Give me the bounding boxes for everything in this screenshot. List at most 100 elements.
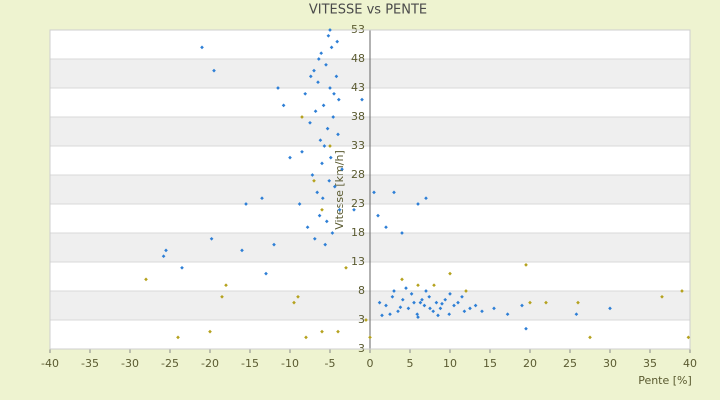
scatter-point: [272, 242, 276, 247]
x-tick-label: 5: [407, 357, 414, 370]
scatter-point: [460, 294, 464, 299]
y-tick-label: 23: [351, 197, 365, 210]
scatter-point: [327, 178, 332, 183]
scatter-point: [384, 225, 388, 230]
scatter-point: [398, 305, 403, 310]
scatter-point: [335, 39, 340, 44]
scatter-point: [524, 326, 528, 331]
scatter-point: [260, 196, 264, 201]
scatter-point: [392, 289, 396, 293]
scatter-point: [448, 292, 452, 296]
x-tick-label: 35: [643, 357, 657, 370]
scatter-point: [420, 297, 424, 302]
scatter-point: [392, 190, 396, 195]
scatter-point: [432, 283, 436, 288]
scatter-point: [244, 202, 248, 206]
scatter-point: [447, 312, 452, 317]
scatter-point: [520, 303, 524, 308]
scatter-point: [473, 303, 478, 308]
y-tick-label: 18: [351, 226, 365, 239]
x-tick-label: 15: [483, 357, 497, 370]
scatter-point: [209, 236, 214, 241]
scatter-point: [588, 335, 592, 340]
scatter-point: [328, 155, 333, 160]
scatter-point: [318, 138, 323, 143]
scatter-point: [328, 144, 332, 148]
scatter-point: [312, 178, 316, 183]
scatter-point: [308, 120, 312, 125]
scatter-point: [292, 300, 296, 305]
scatter-point: [464, 289, 468, 293]
x-tick-label: -35: [81, 357, 99, 370]
scatter-point: [180, 265, 184, 270]
scatter-point: [334, 74, 339, 79]
scatter-point: [164, 248, 168, 253]
y-tick-label: 38: [351, 110, 365, 123]
scatter-point: [404, 286, 408, 290]
scatter-point: [400, 277, 404, 282]
scatter-point: [323, 242, 328, 247]
scatter-point: [332, 91, 336, 96]
y-tick-label: 28: [351, 168, 365, 181]
x-tick-label: -5: [325, 357, 336, 370]
scatter-point: [321, 103, 326, 108]
scatter-point: [288, 155, 292, 160]
scatter-point: [305, 225, 310, 230]
scatter-point: [317, 213, 322, 218]
scatter-point: [372, 190, 376, 195]
scatter-point: [303, 91, 308, 96]
scatter-point: [436, 313, 440, 318]
scatter-point: [297, 202, 302, 206]
scatter-point: [400, 231, 404, 235]
scatter-point: [324, 62, 328, 67]
scatter-point: [320, 329, 324, 334]
scatter-point: [431, 309, 436, 314]
scatter-point: [468, 306, 472, 311]
y-tick-label: 13: [351, 255, 365, 268]
scatter-point: [424, 196, 428, 201]
y-tick-label: 8: [358, 284, 365, 297]
scatter-point: [208, 329, 212, 334]
scatter-point: [396, 309, 400, 314]
scatter-point: [313, 109, 318, 114]
scatter-point: [390, 294, 395, 299]
scatter-point: [336, 132, 340, 137]
x-tick-label: -25: [161, 357, 179, 370]
scatter-point: [452, 303, 456, 308]
scatter-point: [462, 309, 467, 314]
x-tick-label: -40: [41, 357, 59, 370]
scatter-point: [416, 202, 420, 206]
scatter-point: [680, 289, 684, 293]
scatter-point: [331, 115, 336, 119]
x-tick-label: 10: [443, 357, 457, 370]
scatter-point: [324, 219, 329, 224]
scatter-point: [456, 300, 460, 305]
scatter-point: [224, 283, 228, 288]
scatter-point: [440, 301, 444, 306]
scatter-point: [428, 306, 432, 311]
scatter-point: [422, 303, 427, 308]
scatter-point: [608, 306, 612, 311]
scatter-point: [412, 300, 416, 305]
scatter-point: [310, 173, 315, 177]
x-tick-label: -20: [201, 357, 219, 370]
y-axis-title: Vitesse [km/h]: [333, 150, 346, 230]
scatter-point: [161, 254, 166, 259]
scatter-point: [264, 271, 268, 276]
scatter-point: [312, 236, 317, 241]
scatter-point: [384, 303, 388, 308]
plot-border: [49, 29, 691, 350]
scatter-point: [368, 335, 372, 340]
scatter-point: [424, 289, 428, 293]
scatter-point: [322, 144, 327, 148]
scatter-point: [340, 167, 344, 172]
scatter-point: [281, 103, 286, 108]
scatter-point: [144, 277, 148, 282]
x-tick-label: 40: [683, 357, 697, 370]
scatter-point: [416, 315, 420, 319]
scatter-point: [376, 213, 380, 218]
scatter-point: [220, 294, 224, 299]
scatter-point: [320, 207, 324, 212]
scatter-point: [276, 86, 280, 90]
